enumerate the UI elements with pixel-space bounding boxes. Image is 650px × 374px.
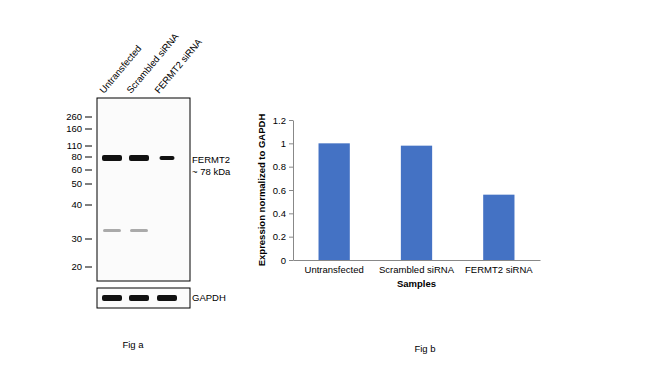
gapdh-frame xyxy=(97,288,190,308)
marker-label: 60 xyxy=(71,164,82,175)
caption: Fig b xyxy=(414,343,435,354)
y-tick: 0.8 xyxy=(273,161,293,172)
marker-tick xyxy=(85,184,92,185)
y-tick-label: 1.2 xyxy=(273,115,286,126)
marker-label: 40 xyxy=(71,199,82,210)
y-tick: 0.4 xyxy=(273,208,293,219)
y-tick-mark xyxy=(289,213,293,214)
y-tick: 0 xyxy=(281,255,293,266)
y-tick-label: 0 xyxy=(281,255,286,266)
x-axis-title: Samples xyxy=(397,278,436,289)
marker-tick xyxy=(85,170,92,171)
marker-tick xyxy=(85,117,92,118)
gapdh-band xyxy=(102,295,122,301)
figure: Untransfected Scrambled siRNA FERMT2 siRNA… xyxy=(0,0,650,374)
y-tick-label: 0.8 xyxy=(273,161,286,172)
y-tick: 1.2 xyxy=(273,115,293,126)
size-label: ~ 78 kDa xyxy=(192,166,231,177)
x-tick: Untransfected xyxy=(305,260,364,275)
bars xyxy=(319,143,515,260)
marker-tick xyxy=(85,267,92,268)
bar xyxy=(401,146,432,260)
x-tick: FERMT2 siRNA xyxy=(465,260,533,275)
band xyxy=(160,156,175,160)
lane-label: FERMT2 siRNA xyxy=(152,36,204,95)
y-tick-mark xyxy=(289,237,293,238)
marker-label: 30 xyxy=(71,233,82,244)
band xyxy=(102,155,122,161)
band xyxy=(129,155,149,161)
faint-band xyxy=(103,229,121,232)
y-tick-label: 0.6 xyxy=(273,185,286,196)
y-axis-line xyxy=(293,121,294,261)
marker-label: 160 xyxy=(66,123,82,134)
x-axis: Untransfected Scrambled siRNA FERMT2 siRNA xyxy=(294,260,541,275)
gapdh-band xyxy=(129,295,149,301)
caption: Fig a xyxy=(122,339,144,350)
y-tick: 0.6 xyxy=(273,185,293,196)
y-tick-mark xyxy=(289,260,293,261)
x-axis-line xyxy=(294,260,541,261)
marker-tick xyxy=(85,157,92,158)
gapdh-band xyxy=(157,295,177,301)
y-tick-label: 0.4 xyxy=(273,208,286,219)
marker-label: 20 xyxy=(71,261,82,272)
marker-label: 80 xyxy=(71,151,82,162)
y-axis: 0 0.2 0.4 0.6 0.8 1 1.2 xyxy=(273,115,294,266)
marker-label: 260 xyxy=(66,111,82,122)
bar xyxy=(319,143,350,260)
marker-label: 50 xyxy=(71,178,82,189)
blot-panel: UntransfectedScrambled siRNAFERMT2 siRNA… xyxy=(66,30,231,350)
target-label: FERMT2 xyxy=(192,154,230,165)
y-tick-mark xyxy=(289,120,293,121)
x-tick-label: FERMT2 siRNA xyxy=(465,264,533,275)
marker-label: 110 xyxy=(67,140,82,151)
x-tick-label: Scrambled siRNA xyxy=(379,264,455,275)
y-tick-mark xyxy=(289,190,293,191)
marker-tick xyxy=(85,129,92,130)
chart-panel: 0 0.2 0.4 0.6 0.8 1 1.2 Untransfected Scrambled … xyxy=(256,114,541,354)
y-tick-mark xyxy=(289,143,293,144)
loading-label: GAPDH xyxy=(192,292,226,303)
y-tick-label: 1 xyxy=(281,138,286,149)
marker-tick xyxy=(85,146,92,147)
x-tick-label: Untransfected xyxy=(305,264,364,275)
bar xyxy=(483,195,514,260)
y-tick-label: 0.2 xyxy=(273,231,286,242)
marker-tick xyxy=(85,205,92,206)
blot-frame xyxy=(97,98,190,281)
y-tick-mark xyxy=(289,167,293,168)
y-tick: 0.2 xyxy=(273,231,293,242)
x-tick: Scrambled siRNA xyxy=(379,260,455,275)
y-axis-title: Expression normalized to GAPDH xyxy=(256,114,267,267)
faint-band xyxy=(130,229,148,232)
marker-tick xyxy=(85,239,92,240)
y-tick: 1 xyxy=(281,138,293,149)
